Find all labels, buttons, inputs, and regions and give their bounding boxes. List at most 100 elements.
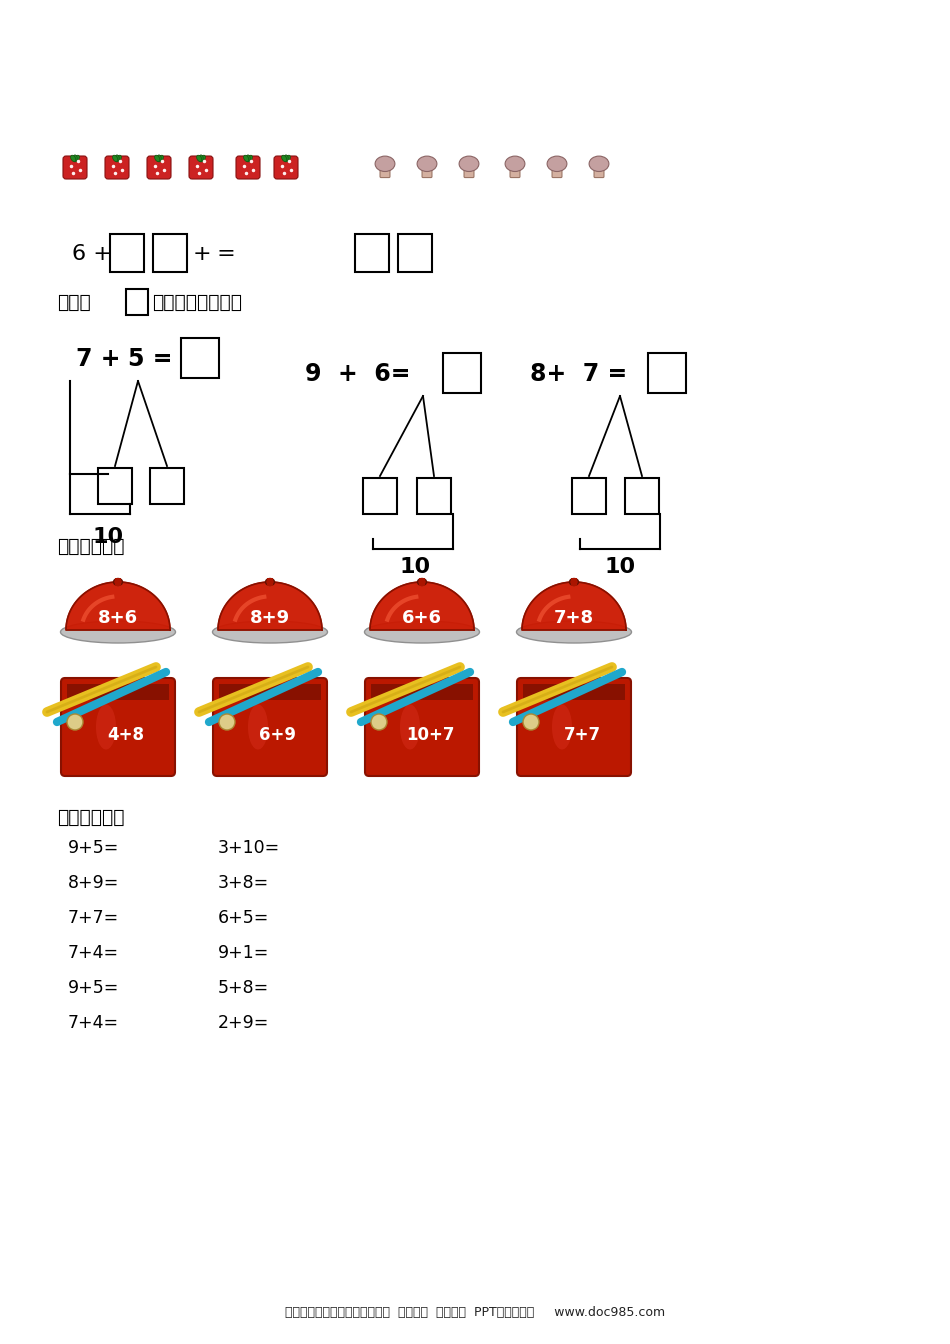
- Bar: [181, 337, 219, 378]
- FancyBboxPatch shape: [236, 156, 260, 179]
- Bar: [110, 234, 144, 271]
- FancyBboxPatch shape: [517, 677, 631, 775]
- Ellipse shape: [552, 704, 572, 750]
- Text: 9+1=: 9+1=: [218, 943, 270, 962]
- Bar: [98, 468, 132, 504]
- Text: 10+7: 10+7: [406, 726, 454, 745]
- Text: 8+6: 8+6: [98, 609, 138, 628]
- Polygon shape: [522, 582, 626, 630]
- Text: 里填上合适的数。: 里填上合适的数。: [152, 293, 242, 312]
- Text: 7+7=: 7+7=: [68, 909, 120, 927]
- Text: 5 =: 5 =: [128, 347, 173, 371]
- Bar: [267, 578, 273, 586]
- Text: 10: 10: [92, 527, 124, 547]
- Bar: [150, 468, 184, 504]
- FancyBboxPatch shape: [63, 156, 87, 179]
- Text: 2+9=: 2+9=: [218, 1013, 270, 1032]
- Bar: [219, 684, 321, 700]
- FancyBboxPatch shape: [422, 163, 432, 177]
- Text: 8+9=: 8+9=: [68, 874, 120, 892]
- Text: 7+4=: 7+4=: [68, 943, 119, 962]
- FancyBboxPatch shape: [552, 163, 562, 177]
- Ellipse shape: [70, 155, 76, 161]
- Text: 6+9: 6+9: [259, 726, 296, 745]
- Circle shape: [523, 714, 539, 730]
- Ellipse shape: [247, 155, 253, 161]
- Ellipse shape: [285, 155, 291, 161]
- Bar: [523, 684, 625, 700]
- Text: 3+8=: 3+8=: [218, 874, 269, 892]
- Circle shape: [371, 714, 387, 730]
- Ellipse shape: [74, 155, 80, 161]
- FancyBboxPatch shape: [464, 163, 474, 177]
- FancyBboxPatch shape: [510, 163, 520, 177]
- Bar: [363, 478, 397, 513]
- Text: 8+  7 =: 8+ 7 =: [530, 362, 627, 386]
- Ellipse shape: [281, 155, 287, 161]
- FancyBboxPatch shape: [380, 163, 389, 177]
- Ellipse shape: [248, 704, 268, 750]
- Bar: [572, 478, 606, 513]
- Ellipse shape: [73, 155, 77, 161]
- Text: 5+8=: 5+8=: [218, 978, 269, 997]
- Ellipse shape: [200, 155, 205, 161]
- Text: 6+5=: 6+5=: [218, 909, 270, 927]
- Ellipse shape: [417, 578, 427, 586]
- Text: 3+10=: 3+10=: [218, 839, 280, 857]
- Ellipse shape: [505, 156, 525, 172]
- Text: 6+6: 6+6: [402, 609, 442, 628]
- Bar: [443, 353, 481, 392]
- Ellipse shape: [417, 156, 437, 172]
- Circle shape: [219, 714, 235, 730]
- Ellipse shape: [569, 578, 579, 586]
- Ellipse shape: [213, 621, 328, 642]
- Polygon shape: [218, 582, 322, 630]
- Text: 7+8: 7+8: [554, 609, 594, 628]
- Ellipse shape: [265, 578, 275, 586]
- Ellipse shape: [197, 155, 201, 161]
- FancyBboxPatch shape: [105, 156, 129, 179]
- Text: +: +: [193, 245, 219, 263]
- Ellipse shape: [157, 155, 162, 161]
- FancyBboxPatch shape: [147, 156, 171, 179]
- Text: 9+5=: 9+5=: [68, 978, 120, 997]
- Text: 四、连一连。: 四、连一连。: [57, 536, 124, 555]
- Ellipse shape: [243, 155, 249, 161]
- Ellipse shape: [400, 704, 420, 750]
- Text: 7 +: 7 +: [76, 347, 121, 371]
- Text: 小学、初中、高中各种试卷真题  知识归纳  文案合同  PPT等免费下载     www.doc985.com: 小学、初中、高中各种试卷真题 知识归纳 文案合同 PPT等免费下载 www.do…: [285, 1305, 665, 1318]
- Bar: [419, 578, 425, 586]
- Bar: [571, 578, 577, 586]
- FancyBboxPatch shape: [189, 156, 213, 179]
- Text: 6 +: 6 +: [72, 245, 119, 263]
- Bar: [126, 289, 148, 314]
- Bar: [355, 234, 389, 271]
- Bar: [648, 353, 686, 392]
- Ellipse shape: [589, 156, 609, 172]
- Bar: [115, 578, 121, 586]
- Ellipse shape: [246, 155, 250, 161]
- Circle shape: [67, 714, 83, 730]
- Ellipse shape: [155, 155, 160, 161]
- Ellipse shape: [375, 156, 395, 172]
- Text: 10: 10: [604, 556, 636, 577]
- Bar: [67, 684, 169, 700]
- Text: 8+9: 8+9: [250, 609, 290, 628]
- FancyBboxPatch shape: [213, 677, 327, 775]
- Ellipse shape: [116, 155, 122, 161]
- Polygon shape: [66, 582, 170, 630]
- Text: 7+7: 7+7: [563, 726, 600, 745]
- Bar: [625, 478, 659, 513]
- Ellipse shape: [547, 156, 567, 172]
- Ellipse shape: [61, 621, 176, 642]
- FancyBboxPatch shape: [274, 156, 298, 179]
- Text: 9  +  6=: 9 + 6=: [305, 362, 410, 386]
- Ellipse shape: [159, 155, 163, 161]
- Text: =: =: [210, 245, 243, 263]
- Ellipse shape: [459, 156, 479, 172]
- FancyBboxPatch shape: [61, 677, 175, 775]
- Ellipse shape: [115, 155, 119, 161]
- Ellipse shape: [113, 578, 123, 586]
- Text: 4+8: 4+8: [107, 726, 144, 745]
- Bar: [398, 234, 432, 271]
